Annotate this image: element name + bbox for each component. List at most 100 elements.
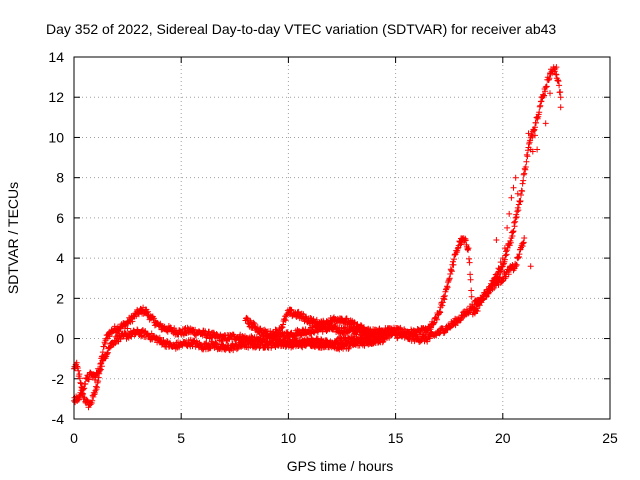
data-point: [280, 321, 286, 328]
data-point: [246, 323, 253, 330]
data-point: [497, 259, 504, 266]
y-axis-label: SDTVAR / TECUs: [5, 182, 21, 294]
data-point: [523, 151, 530, 158]
data-point: [516, 251, 523, 258]
data-point: [440, 293, 447, 300]
data-point: [512, 218, 519, 225]
data-point: [497, 274, 504, 281]
data-point: [515, 207, 522, 214]
data-point: [129, 318, 136, 325]
data-point: [281, 316, 288, 323]
data-point: [557, 104, 564, 111]
data-point: [495, 265, 502, 272]
data-point: [446, 275, 453, 282]
data-point: [98, 363, 105, 370]
data-point: [508, 194, 515, 201]
data-point: [94, 384, 100, 391]
data-point: [288, 306, 295, 313]
data-point: [448, 268, 455, 275]
data-point: [464, 246, 471, 252]
data-point: [444, 284, 451, 291]
data-point: [104, 350, 111, 357]
data-point: [251, 320, 258, 327]
data-point: [148, 330, 155, 337]
data-point: [113, 329, 120, 336]
data-point: [541, 92, 548, 99]
data-point: [555, 78, 562, 85]
ticks: 0 5 10 15 20 25 -4 -2 0 2 4 6 8 10 12 14: [48, 49, 618, 446]
data-point: [519, 243, 526, 250]
data-point: [480, 295, 487, 302]
y-tick-label: 10: [48, 129, 64, 145]
data-point: [101, 343, 107, 350]
data-point: [520, 177, 527, 184]
grid: [74, 57, 610, 419]
data-point: [117, 336, 124, 343]
y-tick-label: -4: [52, 411, 65, 427]
data-point: [470, 305, 477, 312]
data-point: [521, 235, 528, 241]
data-point: [529, 148, 536, 155]
x-tick-label: 15: [388, 430, 404, 446]
data-point: [474, 308, 481, 314]
data-point: [537, 102, 544, 109]
data-point: [75, 367, 82, 374]
data-point: [468, 287, 475, 294]
data-point: [510, 184, 517, 191]
data-points: [71, 64, 564, 411]
y-tick-label: 8: [56, 170, 64, 186]
data-point: [467, 271, 474, 278]
data-point: [522, 164, 529, 170]
data-point: [351, 319, 358, 326]
data-point: [345, 345, 352, 352]
data-point: [278, 324, 285, 331]
data-point: [424, 338, 431, 345]
data-point: [543, 83, 550, 90]
data-point: [457, 241, 464, 248]
data-point: [89, 397, 96, 404]
data-point: [433, 316, 440, 323]
data-point: [468, 293, 475, 300]
data-point: [524, 153, 531, 160]
data-point: [206, 328, 213, 335]
data-point: [519, 188, 526, 195]
data-point: [467, 276, 474, 283]
data-point: [509, 233, 516, 239]
data-point: [512, 174, 519, 181]
data-point: [542, 88, 549, 95]
data-point: [547, 90, 553, 97]
data-point: [465, 245, 472, 252]
data-point: [527, 137, 534, 144]
data-point: [556, 82, 563, 89]
data-point: [499, 255, 506, 262]
data-point: [542, 120, 549, 127]
data-point: [523, 158, 530, 165]
data-point: [518, 192, 524, 198]
chart-title: Day 352 of 2022, Sidereal Day-to-day VTE…: [46, 21, 556, 37]
data-point: [517, 198, 524, 204]
data-point: [493, 237, 500, 243]
data-point: [534, 146, 541, 153]
data-point: [533, 119, 539, 126]
data-point: [82, 380, 89, 387]
data-point: [553, 64, 560, 71]
data-point: [134, 326, 141, 333]
data-point: [557, 89, 564, 95]
data-point: [510, 228, 517, 235]
data-point: [381, 336, 388, 343]
data-point: [351, 319, 358, 326]
data-point: [95, 378, 102, 385]
data-point: [437, 309, 444, 316]
data-point: [439, 302, 446, 309]
x-tick-label: 20: [495, 430, 511, 446]
data-point: [504, 224, 511, 231]
data-point: [381, 335, 388, 342]
data-point: [525, 130, 532, 137]
data-point: [529, 133, 536, 140]
data-point: [507, 239, 514, 246]
y-tick-label: 12: [48, 89, 64, 105]
data-point: [462, 237, 469, 244]
y-tick-label: 6: [56, 210, 64, 226]
x-tick-label: 10: [281, 430, 297, 446]
data-point: [466, 259, 473, 266]
